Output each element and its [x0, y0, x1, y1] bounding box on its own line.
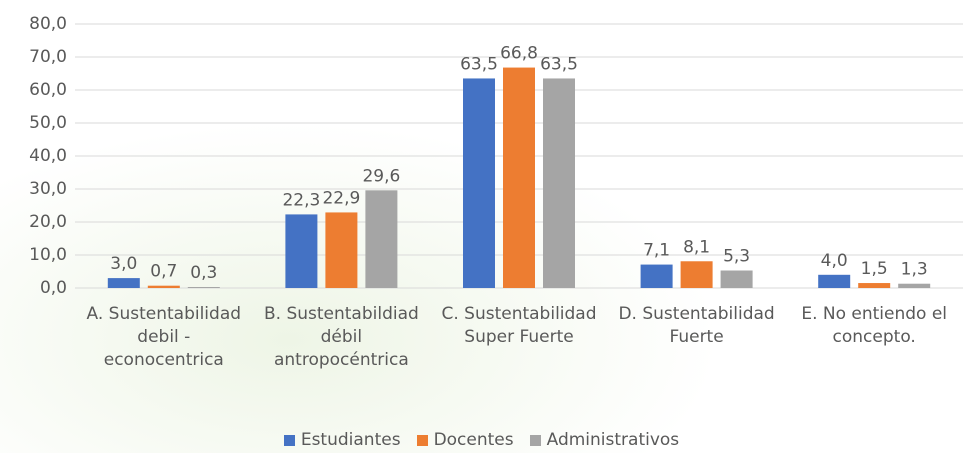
- legend-swatch: [529, 434, 541, 446]
- bar: [543, 78, 575, 288]
- y-tick-label: 10,0: [29, 245, 67, 265]
- y-tick-label: 0,0: [40, 278, 67, 298]
- value-label: 63,5: [540, 54, 578, 74]
- legend-swatch: [283, 434, 295, 446]
- bar: [898, 283, 931, 288]
- value-label: 0,7: [150, 262, 177, 282]
- legend-swatch: [416, 434, 428, 446]
- value-label: 0,3: [190, 263, 217, 283]
- y-tick-label: 60,0: [29, 80, 67, 100]
- legend-label: Estudiantes: [300, 430, 401, 450]
- legend-item: Docentes: [416, 430, 514, 450]
- legend-item: Administrativos: [529, 430, 680, 450]
- x-tick-label: D. Sustentabilidad Fuerte: [618, 304, 775, 347]
- value-label: 63,5: [460, 54, 498, 74]
- bar: [187, 287, 220, 288]
- bar: [365, 190, 398, 288]
- bar: [680, 261, 713, 288]
- y-tick-label: 30,0: [29, 179, 67, 199]
- bar: [147, 285, 180, 288]
- bar: [720, 270, 753, 288]
- value-label: 1,3: [901, 260, 928, 280]
- legend-label: Docentes: [433, 430, 514, 450]
- value-label: 5,3: [723, 247, 750, 267]
- bar: [858, 283, 891, 288]
- value-label: 29,6: [362, 166, 400, 186]
- value-label: 3,0: [110, 254, 137, 274]
- y-tick-label: 70,0: [29, 47, 67, 67]
- legend-label: Administrativos: [546, 430, 680, 450]
- bar: [503, 67, 535, 288]
- value-label: 22,9: [322, 188, 360, 208]
- value-label: 7,1: [643, 241, 670, 261]
- x-tick-label: A. Sustentabilidad debil - econocentrica: [86, 304, 242, 370]
- value-label: 1,5: [861, 259, 888, 279]
- y-tick-label: 50,0: [29, 113, 67, 133]
- x-tick-label: E. No entiendo el concepto.: [801, 304, 948, 347]
- legend-item: Estudiantes: [283, 430, 401, 450]
- bar: [640, 264, 673, 288]
- bar: [325, 212, 358, 288]
- y-tick-label: 80,0: [29, 14, 67, 34]
- bar: [107, 278, 140, 288]
- bar: [463, 78, 495, 288]
- y-tick-label: 40,0: [29, 146, 67, 166]
- value-label: 4,0: [821, 251, 848, 271]
- y-tick-label: 20,0: [29, 212, 67, 232]
- value-label: 8,1: [683, 237, 710, 257]
- value-label: 22,3: [282, 190, 320, 210]
- bar: [818, 274, 851, 288]
- x-tick-label: C. Sustentabilidad Super Fuerte: [441, 304, 597, 347]
- value-label: 66,8: [500, 44, 538, 64]
- legend: Estudiantes Docentes Administrativos: [0, 430, 963, 450]
- bar: [285, 214, 318, 288]
- x-tick-label: B. Sustentabildiad débil antropocéntrica: [263, 304, 419, 370]
